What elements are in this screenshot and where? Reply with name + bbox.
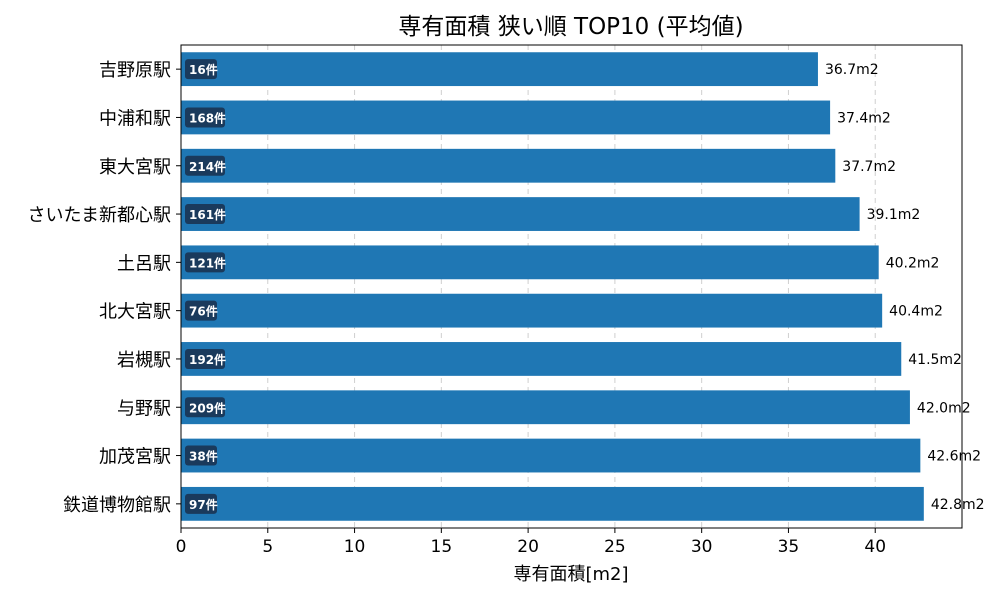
y-tick-label: 岩槻駅 <box>117 350 171 371</box>
bars-layer: 36.7m2 16件 37.4m2 168件 37.7m2 214件 39.1m2 161件 4… <box>181 52 985 521</box>
bar <box>181 100 831 135</box>
count-badge <box>185 445 217 466</box>
bar-value-label: 42.8m2 <box>931 497 985 513</box>
bar <box>181 390 910 425</box>
x-tick-label: 40 <box>864 537 886 557</box>
count-badge <box>185 348 225 369</box>
bar <box>181 52 818 87</box>
count-badge <box>185 252 225 273</box>
x-axis-ticks: 0 5 10 15 20 25 30 35 40 <box>176 528 886 557</box>
y-tick-label: 東大宮駅 <box>99 157 171 178</box>
count-badge <box>185 59 217 80</box>
bar <box>181 245 879 280</box>
y-tick-label: 中浦和駅 <box>99 108 171 129</box>
count-label: 16件 <box>189 62 218 77</box>
y-tick-label: さいたま新都心駅 <box>28 205 171 226</box>
count-badge <box>185 107 225 128</box>
count-badge <box>185 397 225 418</box>
x-tick-label: 30 <box>691 537 713 557</box>
count-label: 192件 <box>189 352 226 367</box>
bar-value-label: 39.1m2 <box>867 207 921 223</box>
chart-title: 専有面積 狭い順 TOP10 (平均値) <box>398 14 743 40</box>
y-tick-label: 北大宮駅 <box>99 302 171 323</box>
bar <box>181 293 883 328</box>
y-tick-label: 与野駅 <box>117 398 171 419</box>
x-tick-label: 20 <box>517 537 539 557</box>
bar <box>181 197 860 231</box>
count-label: 214件 <box>189 159 226 174</box>
x-axis-label: 専有面積[m2] <box>513 564 628 585</box>
bar-value-label: 42.0m2 <box>917 400 971 416</box>
count-label: 97件 <box>189 497 218 512</box>
count-label: 168件 <box>189 110 226 125</box>
bar-value-label: 41.5m2 <box>908 352 962 368</box>
y-tick-label: 土呂駅 <box>117 253 171 274</box>
bar-value-label: 37.7m2 <box>842 159 896 175</box>
bar <box>181 438 921 473</box>
x-tick-label: 10 <box>344 537 366 557</box>
count-badge <box>185 300 217 321</box>
y-tick-label: 吉野原駅 <box>99 60 171 81</box>
bar-value-label: 37.4m2 <box>837 110 891 126</box>
count-badge <box>185 155 225 176</box>
bar <box>181 148 836 183</box>
count-badge <box>185 204 225 225</box>
axes-frame <box>180 44 963 529</box>
x-tick-label: 0 <box>176 537 187 557</box>
bar-value-label: 40.2m2 <box>886 255 940 271</box>
count-label: 76件 <box>189 304 218 319</box>
x-tick-label: 25 <box>604 537 626 557</box>
x-tick-label: 35 <box>778 537 800 557</box>
y-tick-label: 加茂宮駅 <box>99 447 171 468</box>
count-label: 209件 <box>189 400 226 415</box>
bar-value-label: 40.4m2 <box>889 304 943 320</box>
bar-value-label: 42.6m2 <box>927 449 981 465</box>
y-tick-label: 鉄道博物館駅 <box>63 495 171 516</box>
x-tick-label: 5 <box>262 537 273 557</box>
count-label: 161件 <box>189 207 226 222</box>
count-label: 121件 <box>189 255 226 270</box>
x-tick-label: 15 <box>431 537 453 557</box>
bar <box>181 486 924 521</box>
bar <box>181 342 902 376</box>
count-label: 38件 <box>189 449 218 464</box>
y-axis-ticks: 吉野原駅中浦和駅東大宮駅さいたま新都心駅土呂駅北大宮駅岩槻駅与野駅加茂宮駅鉄道博… <box>28 60 181 516</box>
count-badge <box>185 493 217 514</box>
bar-value-label: 36.7m2 <box>825 62 879 78</box>
